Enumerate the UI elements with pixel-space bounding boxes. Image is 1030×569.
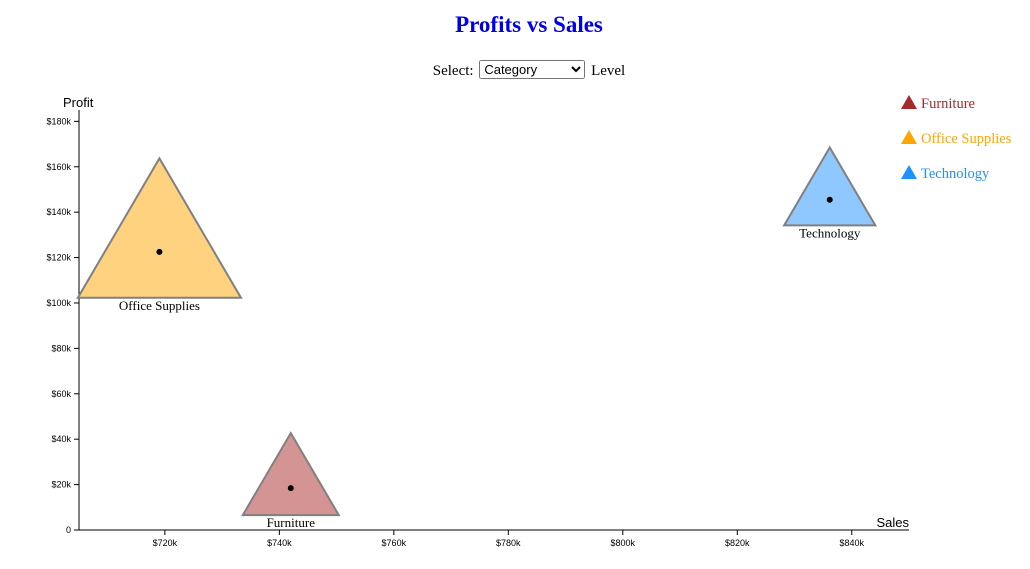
- x-tick-label: $820k: [725, 538, 750, 548]
- y-tick-label: $100k: [46, 298, 71, 308]
- legend-item: Furniture: [901, 95, 975, 112]
- x-tick-label: $720k: [153, 538, 178, 548]
- level-select[interactable]: Category: [479, 60, 586, 79]
- point-office-supplies[interactable]: Office Supplies: [76, 156, 243, 313]
- legend-item: Technology: [901, 165, 990, 182]
- chart-legend: Furniture Office Supplies Technology: [901, 95, 1012, 182]
- point-dot: [287, 485, 294, 492]
- x-tick-label: $840k: [839, 538, 864, 548]
- triangle-marker: [241, 431, 341, 517]
- legend-triangle-icon: [901, 95, 917, 109]
- page-title: Profits vs Sales: [455, 12, 603, 37]
- point-label: Technology: [799, 225, 861, 240]
- triangle-marker: [76, 156, 243, 299]
- point-technology[interactable]: Technology: [782, 145, 878, 241]
- x-axis-title: Sales: [876, 515, 909, 530]
- point-furniture[interactable]: Furniture: [241, 431, 341, 530]
- legend-item: Office Supplies: [901, 130, 1012, 147]
- y-tick-label: 0: [66, 525, 71, 535]
- legend-triangle-icon: [901, 130, 917, 144]
- y-tick-label: $160k: [46, 162, 71, 172]
- level-controls: Select: Category Level: [0, 60, 1030, 80]
- point-dot: [826, 196, 833, 203]
- select-label: Select:: [432, 63, 474, 79]
- level-label: Level: [591, 63, 626, 79]
- legend-triangle-icon: [901, 165, 917, 179]
- y-tick-label: $20k: [51, 480, 71, 490]
- legend-label: Furniture: [921, 96, 975, 112]
- point-label: Office Supplies: [119, 298, 200, 313]
- y-tick-label: $80k: [51, 343, 71, 353]
- x-tick-label: $760k: [382, 538, 407, 548]
- y-tick-label: $60k: [51, 389, 71, 399]
- x-tick-label: $740k: [267, 538, 292, 548]
- legend-label: Office Supplies: [921, 131, 1012, 147]
- point-dot: [156, 248, 163, 255]
- chart-marks: Furniture Office Supplies Technology: [76, 145, 878, 530]
- x-tick-label: $780k: [496, 538, 521, 548]
- y-tick-label: $140k: [46, 207, 71, 217]
- y-tick-label: $180k: [46, 116, 71, 126]
- triangle-marker: [782, 145, 878, 227]
- legend-label: Technology: [921, 166, 990, 182]
- y-tick-label: $40k: [51, 434, 71, 444]
- y-tick-label: $120k: [46, 253, 71, 263]
- y-axis-title: Profit: [63, 95, 94, 110]
- chart-axes: 0 $20k $40k $60k $80k $100k $120k $140k $160k $18…: [46, 110, 909, 548]
- point-label: Furniture: [267, 515, 316, 530]
- x-tick-label: $800k: [611, 538, 636, 548]
